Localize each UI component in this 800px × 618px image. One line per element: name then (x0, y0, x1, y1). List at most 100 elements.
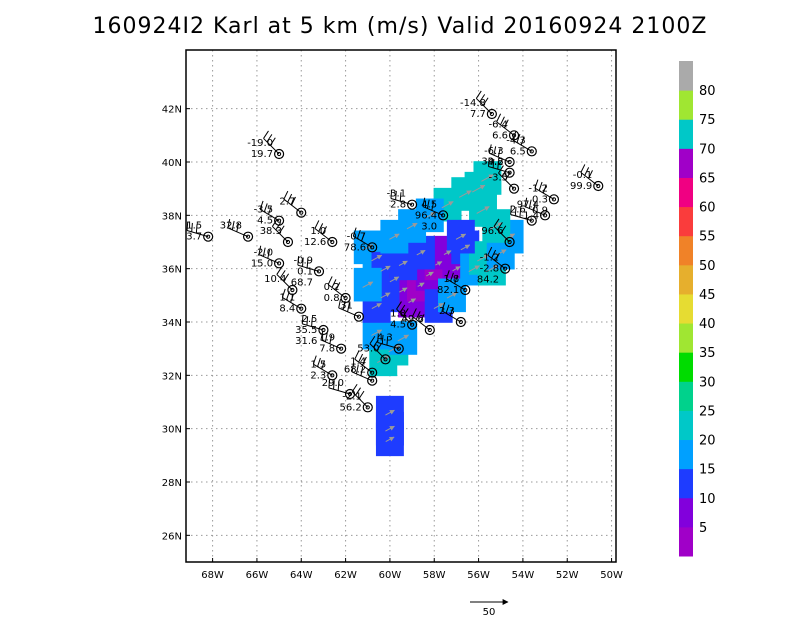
station-label: -3.5 (254, 205, 274, 216)
wind-barb-flag (538, 181, 543, 191)
reference-vector-label: 50 (483, 607, 496, 618)
station-center (347, 391, 353, 397)
station-label: 4.5 (257, 216, 273, 227)
wind-barb-flag (445, 270, 450, 279)
wind-vector (385, 425, 395, 432)
station-label: 56.2 (339, 402, 361, 413)
wind-barb-flag (278, 225, 285, 234)
colorbar-segment (679, 235, 693, 266)
wind-barb-flag (362, 356, 367, 366)
station-label: 1.0 (310, 226, 326, 237)
wind-barb-staff (352, 235, 373, 248)
wind-vector (443, 250, 452, 256)
wind-vector (441, 201, 454, 209)
y-tick-label: 26N (162, 531, 182, 542)
station-ring (282, 236, 294, 248)
station-center (343, 295, 348, 301)
x-tick-label: 52W (556, 570, 579, 581)
wind-barb-flag (431, 201, 435, 211)
wind-barb-staff (493, 226, 510, 243)
wind-vector (424, 211, 436, 219)
station-center (330, 239, 335, 245)
wind-barb-flag (186, 221, 189, 231)
station-label: 3.7 (186, 232, 202, 243)
wind-barb-flag (494, 252, 500, 262)
wind-barb-flag (516, 133, 521, 143)
wind-barb-flag (268, 205, 272, 215)
wind-barb-flag (333, 380, 335, 390)
wind-barb-staff (351, 371, 373, 382)
station-label: 49.6 (402, 314, 424, 325)
station-label: -14.8 (460, 98, 486, 109)
station-center (370, 245, 375, 250)
wind-barb-flag (493, 146, 497, 156)
colorbar-label: 20 (699, 434, 716, 449)
station-center (507, 170, 512, 175)
wind-barb-flag (236, 222, 240, 232)
wind-vector (459, 190, 472, 198)
wind-barb-flag (542, 184, 547, 194)
wind-barb-staff (320, 339, 342, 350)
wind-barb-flag (312, 355, 317, 365)
wind-barb-flag (372, 339, 379, 348)
station-center (507, 159, 512, 165)
station-label: 8.4 (279, 304, 295, 315)
station-label: 2.8 (390, 200, 406, 211)
station-label: 4.5 (390, 320, 406, 331)
station-label: -0.1 (573, 170, 593, 181)
wind-vector (371, 254, 383, 262)
wind-barb-staff (475, 98, 493, 115)
wind-barb-flag (369, 335, 376, 345)
station-ring (273, 258, 285, 269)
wind-barb-flag (534, 179, 539, 189)
station-ring (327, 236, 338, 248)
wind-barb-flag (497, 222, 503, 231)
wind-vector (416, 249, 426, 256)
wind-barb-staff (487, 254, 506, 270)
station-ring (424, 324, 435, 336)
wind-barb-flag (321, 360, 326, 370)
station-ring (273, 215, 285, 226)
wind-barb-flag (360, 366, 364, 376)
station-center (458, 319, 463, 325)
station-center (503, 266, 508, 271)
wind-vector (362, 281, 374, 288)
colorbar-segment (679, 206, 693, 237)
station-ring (296, 207, 307, 218)
wind-barb-flag (306, 258, 309, 268)
station-label: -6.3 (484, 146, 504, 157)
wind-vector (371, 302, 382, 310)
wind-barb-flag (396, 301, 402, 310)
wind-barb-flag (297, 256, 300, 266)
wind-barb-flag (497, 148, 501, 158)
station-ring (526, 146, 537, 157)
colorbar-label: 10 (699, 492, 716, 507)
wind-vector (380, 292, 391, 299)
x-tick-label: 64W (290, 570, 313, 581)
wind-barb-flag (492, 158, 495, 168)
station-center (489, 111, 494, 117)
station-ring (486, 108, 497, 120)
station-center (511, 186, 517, 191)
station-label: -2.8 (480, 264, 500, 275)
wind-barb-flag (533, 201, 537, 211)
station-label: 31 (340, 301, 353, 312)
colorbar-label: 75 (699, 113, 716, 128)
colorbar-label: 80 (699, 84, 716, 99)
wind-barb-staff (524, 206, 546, 216)
wind-barb-flag (301, 314, 304, 324)
station-center (409, 322, 415, 327)
wind-barb-flag (227, 219, 231, 229)
colorbar-label: 50 (699, 259, 716, 274)
station-label: 4.3 (377, 333, 393, 344)
station-ring (508, 130, 520, 141)
colorbar-label: 30 (699, 375, 716, 390)
wind-barb-staff (272, 226, 289, 243)
colorbar-label: 60 (699, 201, 716, 216)
station-label: 0.8 (324, 293, 340, 304)
station-ring (340, 292, 351, 304)
station-center (529, 149, 534, 154)
station-ring (242, 231, 254, 242)
station-ring (336, 343, 347, 354)
